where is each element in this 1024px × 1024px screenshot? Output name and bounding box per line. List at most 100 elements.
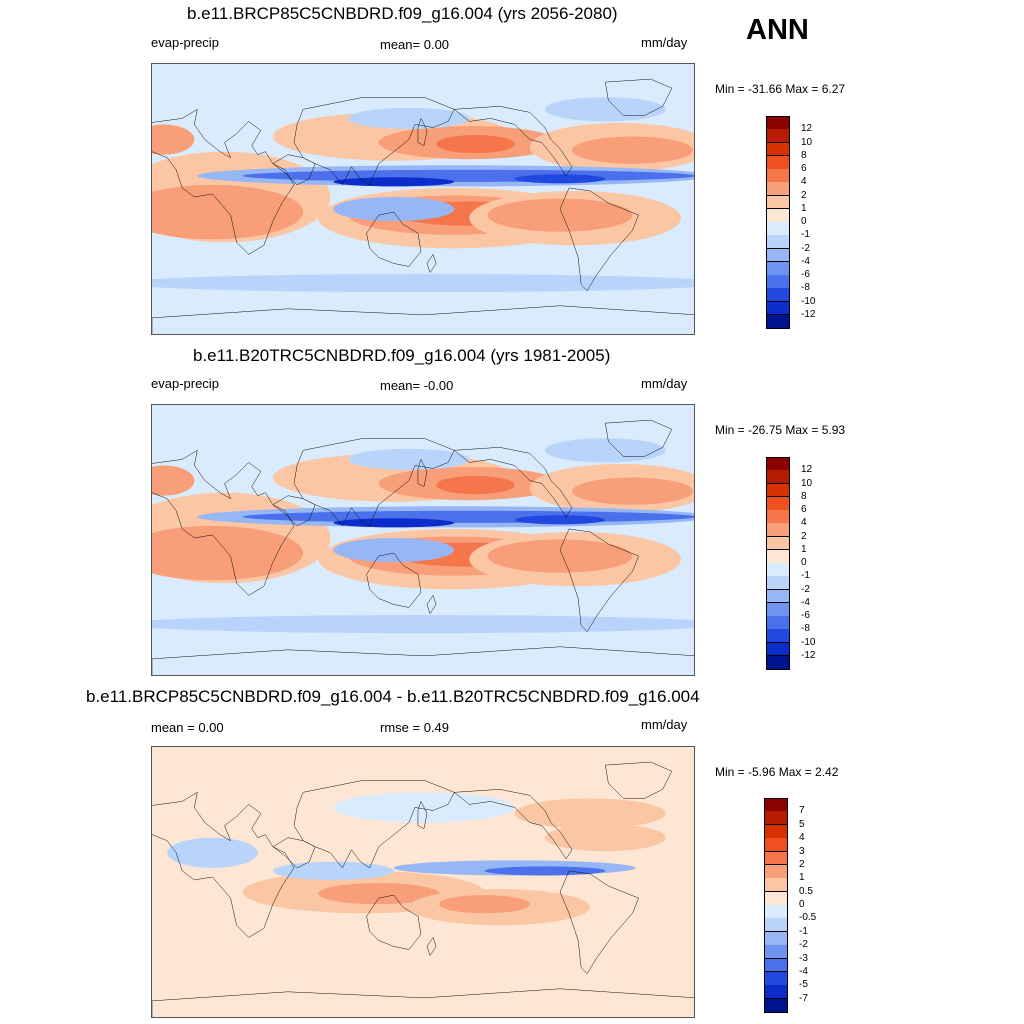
colorbar-tick-label: -2	[801, 583, 810, 595]
colorbar-swatch	[766, 549, 790, 564]
panel-2-mean-label: mean= -0.00	[380, 378, 454, 393]
panel-3-title: b.e11.BRCP85C5CNBDRD.f09_g16.004 - b.e11…	[86, 687, 700, 706]
colorbar-swatch	[766, 248, 790, 263]
colorbar-tick-label: 2	[801, 189, 807, 201]
coastline	[294, 97, 454, 185]
colorbar-tick-label: -1	[799, 925, 808, 937]
colorbar-swatch	[766, 589, 790, 604]
coastline	[560, 871, 639, 974]
panel-3-rmse-label: rmse = 0.49	[380, 720, 450, 735]
colorbar-swatch	[764, 811, 788, 826]
panel-2-title: b.e11.B20TRC5CNBDRD.f09_g16.004 (yrs 198…	[193, 346, 611, 365]
field-contour	[544, 97, 666, 122]
coastline	[367, 553, 421, 607]
field-contour	[348, 107, 470, 129]
field-contour	[487, 198, 633, 232]
field-contour	[333, 518, 455, 528]
colorbar-tick-label: -6	[801, 610, 810, 621]
coastline	[152, 306, 695, 335]
colorbar-tick-label: 12	[801, 464, 813, 476]
colorbar-swatch	[766, 129, 790, 143]
coastline	[294, 780, 454, 868]
field-contour	[348, 448, 470, 470]
colorbar-swatch	[766, 576, 790, 590]
colorbar-swatch	[764, 905, 788, 919]
colorbar-swatch	[766, 195, 790, 210]
coastline	[418, 459, 427, 486]
panel-3-minmax-label: Min = -5.96 Max = 2.42	[715, 765, 839, 779]
panel-3-colorbar: 7 5 4 3 2 1 0.5 0 -0.5 -1 -2 -3 -4 -5 -7	[764, 798, 844, 1013]
colorbar-tick-label: -1	[801, 229, 810, 241]
panel-1-map	[151, 63, 695, 335]
colorbar-swatch	[764, 851, 788, 866]
coastline	[560, 188, 639, 291]
panel-2-units-label: mm/day	[641, 376, 688, 391]
field-contour	[544, 824, 666, 852]
panel-1-minmax-label: Min = -31.66 Max = 6.27	[715, 82, 846, 96]
field-contour	[514, 515, 606, 525]
colorbar-swatch	[766, 655, 790, 670]
colorbar-swatch	[766, 155, 790, 170]
panel-1-mean-label: mean= 0.00	[380, 37, 450, 52]
colorbar-tick-label: 6	[801, 504, 807, 515]
field-contour	[152, 124, 195, 155]
colorbar-swatch	[764, 838, 788, 852]
colorbar-swatch	[766, 523, 790, 537]
colorbar-tick-label: 2	[799, 858, 805, 870]
coastline	[294, 438, 454, 526]
colorbar-tick-label: 1	[799, 872, 805, 884]
coastline	[454, 447, 572, 517]
colorbar-swatch	[766, 288, 790, 302]
coastline	[273, 496, 315, 526]
panel-3-map	[151, 746, 695, 1018]
colorbar-swatch	[764, 798, 788, 812]
field-contour	[167, 837, 258, 868]
field-contour	[152, 958, 694, 989]
colorbar-tick-label: 12	[801, 123, 813, 135]
colorbar-swatch	[766, 616, 790, 630]
colorbar-swatch	[764, 824, 788, 839]
coastline	[152, 450, 294, 595]
coastline	[605, 420, 671, 456]
colorbar-swatch	[764, 985, 788, 1000]
field-contour	[152, 615, 694, 634]
coastline	[418, 801, 427, 828]
coastline	[427, 254, 436, 272]
coastline	[367, 895, 421, 949]
panel-2-map	[151, 404, 695, 676]
colorbar-tick-label: -7	[799, 992, 808, 1004]
field-contour	[333, 177, 455, 187]
colorbar-tick-label: -1	[801, 570, 810, 582]
colorbar-tick-label: 8	[801, 149, 807, 161]
colorbar-swatch	[766, 182, 790, 196]
colorbar-tick-label: 5	[799, 818, 805, 830]
colorbar-tick-label: 0	[799, 899, 805, 910]
field-contour	[333, 196, 455, 222]
colorbar-tick-label: -4	[801, 596, 810, 608]
field-contour	[152, 525, 304, 581]
colorbar-swatch	[766, 602, 790, 617]
field-contour	[436, 135, 515, 154]
colorbar-tick-label: 0	[801, 557, 807, 568]
panel-1-variable-label: evap-precip	[151, 35, 219, 50]
colorbar-tick-label: -2	[801, 242, 810, 254]
colorbar-swatch	[764, 931, 788, 946]
panel-2-colorbar: 12 10 8 6 4 2 1 0 -1 -2 -4 -6 -8 -10 -12	[766, 457, 846, 670]
colorbar-tick-label: -4	[799, 965, 808, 977]
colorbar-tick-label: 0	[801, 216, 807, 227]
colorbar-tick-label: 6	[801, 163, 807, 174]
colorbar-tick-label: 7	[799, 805, 805, 817]
colorbar-tick-label: -12	[801, 308, 816, 320]
field-contour	[152, 465, 195, 496]
panel-1-units-label: mm/day	[641, 35, 688, 50]
colorbar-swatch	[766, 222, 790, 236]
colorbar-tick-label: 4	[799, 832, 805, 844]
field-contour	[152, 274, 694, 293]
colorbar-swatch	[766, 629, 790, 643]
coastline	[152, 989, 695, 1018]
panel-3-mean-label: mean = 0.00	[151, 720, 224, 735]
colorbar-tick-label: -3	[799, 952, 808, 964]
colorbar-swatch	[766, 457, 790, 471]
colorbar-swatch	[764, 958, 788, 973]
colorbar-swatch	[766, 496, 790, 511]
